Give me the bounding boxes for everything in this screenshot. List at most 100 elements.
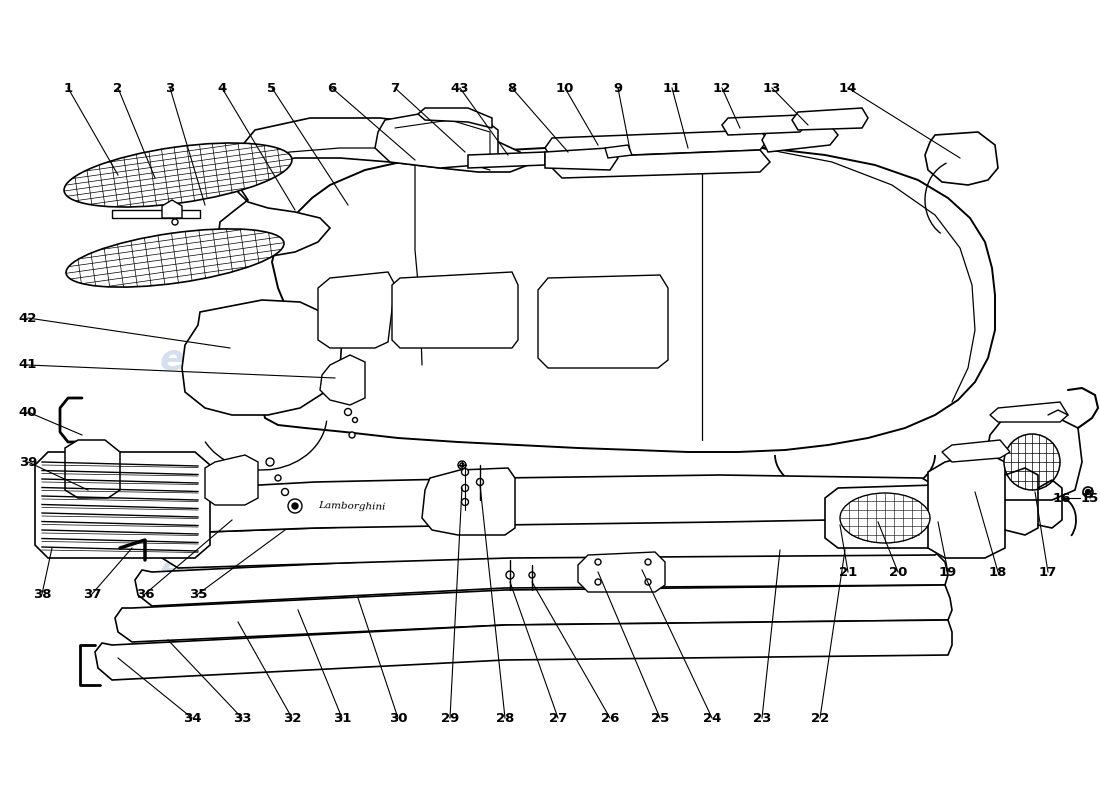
Text: 29: 29 — [441, 711, 459, 725]
Text: 20: 20 — [889, 566, 908, 578]
Text: 38: 38 — [33, 587, 52, 601]
Ellipse shape — [1004, 434, 1060, 490]
Text: 4: 4 — [218, 82, 227, 94]
Circle shape — [458, 461, 466, 469]
Circle shape — [506, 571, 514, 579]
Polygon shape — [418, 108, 492, 128]
Text: 24: 24 — [703, 711, 722, 725]
Text: 7: 7 — [390, 82, 399, 94]
Circle shape — [476, 478, 484, 486]
Polygon shape — [392, 272, 518, 348]
Text: 18: 18 — [989, 566, 1008, 578]
Text: autospares: autospares — [560, 553, 788, 587]
Ellipse shape — [840, 493, 929, 543]
Polygon shape — [825, 485, 945, 548]
Polygon shape — [262, 145, 996, 452]
Circle shape — [266, 458, 274, 466]
Text: 13: 13 — [762, 82, 781, 94]
Polygon shape — [605, 145, 632, 158]
Polygon shape — [942, 440, 1010, 462]
Text: Lamborghini: Lamborghini — [318, 502, 386, 512]
Polygon shape — [35, 452, 210, 558]
Text: 17: 17 — [1038, 566, 1057, 578]
Text: 32: 32 — [283, 711, 301, 725]
Polygon shape — [65, 440, 120, 498]
Circle shape — [462, 469, 469, 475]
Circle shape — [462, 485, 469, 491]
Polygon shape — [112, 210, 200, 218]
Circle shape — [462, 498, 469, 506]
Text: 14: 14 — [839, 82, 857, 94]
Circle shape — [645, 559, 651, 565]
Text: 6: 6 — [328, 82, 337, 94]
Text: 2: 2 — [113, 82, 122, 94]
Text: autospares: autospares — [530, 343, 758, 377]
Text: 5: 5 — [267, 82, 276, 94]
Polygon shape — [320, 355, 365, 405]
Circle shape — [595, 579, 601, 585]
Text: eurospares: eurospares — [160, 553, 388, 587]
Polygon shape — [318, 272, 395, 348]
Polygon shape — [205, 455, 258, 505]
Polygon shape — [792, 108, 868, 130]
Text: 34: 34 — [183, 711, 201, 725]
Text: 26: 26 — [601, 711, 619, 725]
Text: 28: 28 — [496, 711, 514, 725]
Text: 11: 11 — [663, 82, 681, 94]
Polygon shape — [162, 200, 182, 218]
Circle shape — [172, 219, 178, 225]
Polygon shape — [925, 132, 998, 185]
Polygon shape — [135, 552, 948, 606]
Text: 23: 23 — [752, 711, 771, 725]
Polygon shape — [722, 115, 806, 135]
Text: 9: 9 — [614, 82, 623, 94]
Polygon shape — [990, 402, 1068, 422]
Circle shape — [352, 418, 358, 422]
Polygon shape — [116, 585, 952, 642]
Polygon shape — [552, 150, 770, 178]
Circle shape — [595, 559, 601, 565]
Text: 27: 27 — [549, 711, 568, 725]
Polygon shape — [158, 518, 948, 568]
Circle shape — [349, 432, 355, 438]
Polygon shape — [185, 475, 945, 532]
Text: 10: 10 — [556, 82, 574, 94]
Circle shape — [1084, 487, 1093, 497]
Circle shape — [344, 409, 352, 415]
Text: 8: 8 — [507, 82, 517, 94]
Circle shape — [529, 572, 535, 578]
Text: 37: 37 — [82, 587, 101, 601]
Text: 15: 15 — [1081, 491, 1099, 505]
Circle shape — [282, 489, 288, 495]
Polygon shape — [218, 118, 528, 258]
Text: 43: 43 — [451, 82, 470, 94]
Polygon shape — [422, 468, 515, 535]
Polygon shape — [544, 148, 618, 170]
Text: 41: 41 — [19, 358, 37, 371]
Text: 30: 30 — [388, 711, 407, 725]
Text: 21: 21 — [839, 566, 857, 578]
Polygon shape — [928, 452, 1005, 558]
Circle shape — [292, 503, 298, 509]
Text: eurospares: eurospares — [160, 343, 388, 377]
Text: 33: 33 — [233, 711, 251, 725]
Circle shape — [288, 499, 302, 513]
Text: 40: 40 — [19, 406, 37, 418]
Circle shape — [275, 475, 280, 481]
Text: 25: 25 — [651, 711, 669, 725]
Text: 16: 16 — [1053, 491, 1071, 505]
Circle shape — [460, 463, 464, 467]
Polygon shape — [538, 275, 668, 368]
Text: 31: 31 — [333, 711, 351, 725]
Text: 36: 36 — [135, 587, 154, 601]
Text: 22: 22 — [811, 711, 829, 725]
Polygon shape — [95, 620, 952, 680]
Text: 35: 35 — [189, 587, 207, 601]
Polygon shape — [578, 552, 666, 592]
Polygon shape — [544, 130, 768, 158]
Circle shape — [1086, 490, 1090, 494]
Text: 3: 3 — [165, 82, 175, 94]
Polygon shape — [762, 125, 838, 152]
Text: 19: 19 — [939, 566, 957, 578]
Text: 42: 42 — [19, 311, 37, 325]
